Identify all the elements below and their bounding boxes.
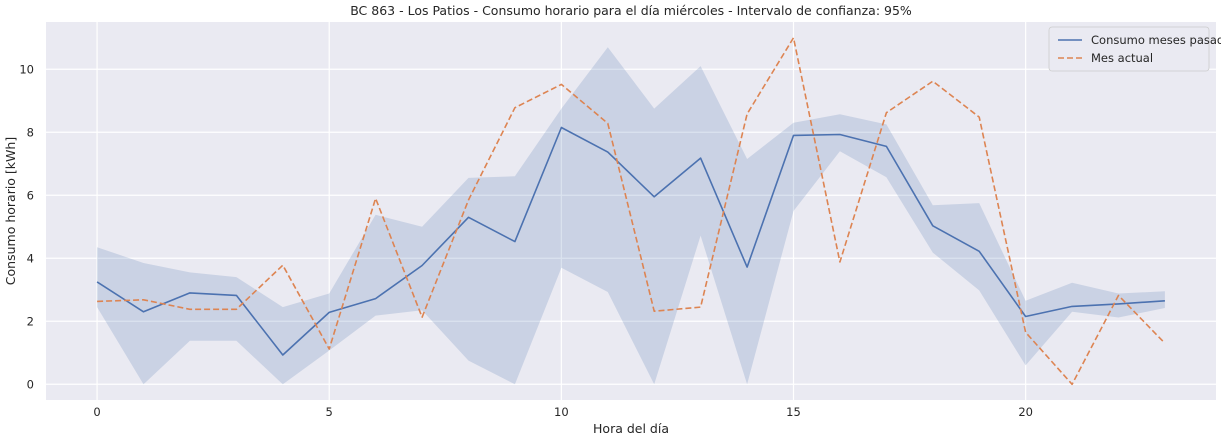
y-axis-label: Consumo horario [kWh] [3,137,18,285]
x-tick-label: 10 [554,405,569,419]
x-tick-label: 0 [93,405,100,419]
legend-label: Consumo meses pasados [1091,33,1221,47]
y-tick-label: 2 [27,314,34,328]
y-tick-label: 6 [27,188,34,202]
series-line-1 [96,126,1165,356]
y-tick-label: 8 [27,125,34,139]
chart-title: BC 863 - Los Patios - Consumo horario pa… [350,3,912,18]
legend-label: Mes actual [1091,51,1153,65]
series-line-2 [97,36,1166,386]
y-tick-labels: 0 2 4 6 8 10 [19,62,34,391]
x-tick-label: 15 [786,405,801,419]
x-tick-label: 5 [326,405,333,419]
y-tick-label: 10 [19,62,34,76]
x-tick-labels: 0 5 10 15 20 [93,405,1033,419]
x-tick-label: 20 [1018,405,1033,419]
legend-frame [1048,26,1210,72]
plot-area [46,22,1216,400]
legend: Consumo meses pasados Mes actual [1048,26,1221,72]
y-tick-label: 0 [27,377,34,391]
x-axis-label: Hora del día [593,421,669,436]
y-tick-label: 4 [27,251,34,265]
series-lines-layer [96,36,1166,386]
